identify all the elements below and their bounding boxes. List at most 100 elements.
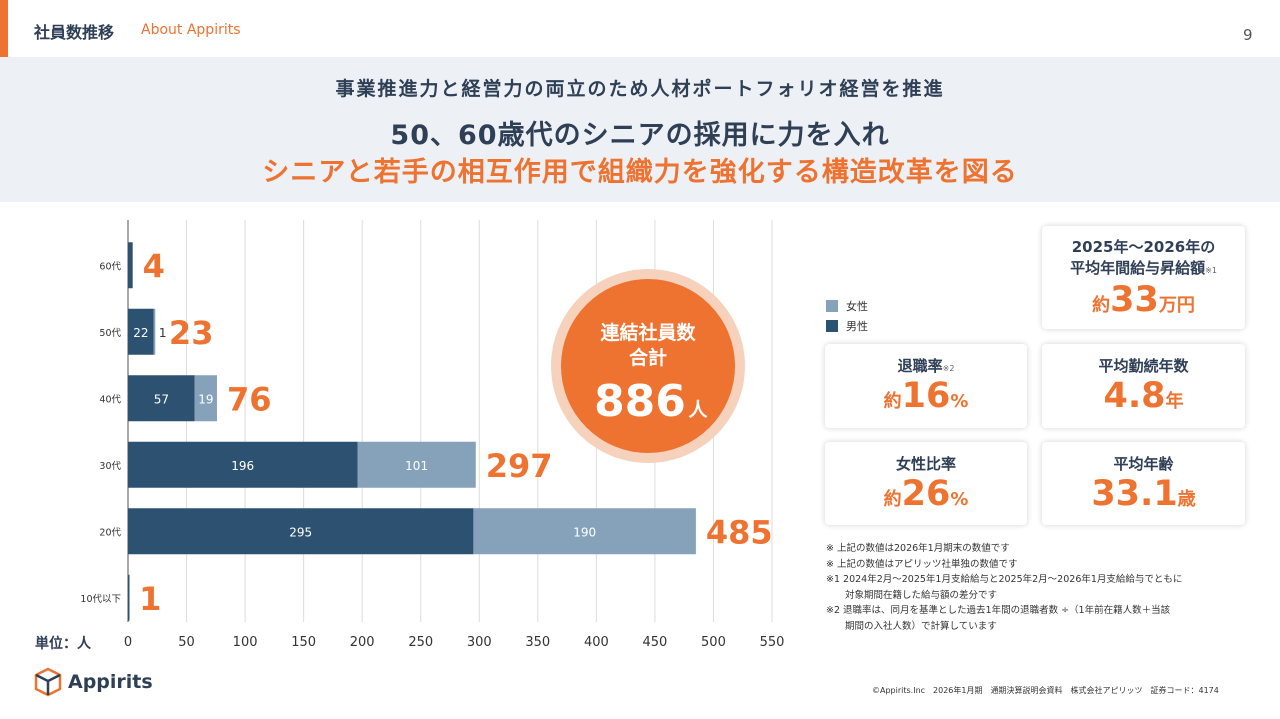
y-category-label: 20代 (99, 527, 121, 538)
legend-male: 男性 (826, 316, 868, 336)
x-tick-label: 50 (178, 635, 195, 650)
x-tick-label: 450 (642, 635, 667, 650)
x-tick-label: 200 (350, 635, 375, 650)
legend-female-label: 女性 (846, 300, 868, 313)
circle-total-value: 886 (594, 376, 686, 427)
card-raise-label-2-text: 平均年間給与昇給額 (1070, 259, 1206, 277)
card-turnover-label: 退職率 (897, 357, 943, 375)
bar-segment-male (128, 242, 133, 289)
footnotes: ※ 上記の数値は2026年1月期末の数値です ※ 上記の数値はアピリッツ社単独の… (826, 541, 1182, 634)
bar-segment-female (357, 441, 476, 488)
legend-male-label: 男性 (846, 320, 868, 333)
bar-segment-male (128, 308, 154, 355)
card-tenure-value: 4.8 (1103, 376, 1166, 416)
card-female-unit: % (950, 489, 969, 510)
legend-male-swatch (826, 320, 838, 332)
bar-data-label: 1 (159, 326, 167, 340)
x-tick-label: 0 (124, 635, 132, 650)
chart-legend: 女性 男性 (826, 296, 868, 336)
x-tick-label: 250 (408, 635, 433, 650)
card-age-value: 33.1 (1091, 474, 1178, 514)
x-axis-unit-label: 単位：人 (35, 636, 91, 652)
circle-label-1: 連結社員数 (600, 321, 696, 344)
bar-data-label: 19 (198, 392, 213, 406)
y-category-label: 30代 (99, 461, 121, 472)
bar-total-label: 485 (706, 513, 773, 551)
appirits-logo: Appirits (34, 667, 153, 697)
card-raise-label-2: 平均年間給与昇給額※1 (1042, 257, 1245, 278)
y-category-label: 60代 (99, 261, 121, 272)
circle-total-unit: 人 (688, 399, 708, 421)
bar-segment-male (128, 574, 130, 621)
bar-total-label: 297 (486, 447, 553, 485)
bar-data-label: 295 (289, 525, 312, 539)
card-raise-value-row: 約33万円 (1042, 280, 1245, 320)
card-turnover: 退職率※2 約16% (825, 344, 1027, 428)
card-raise-unit: 万円 (1158, 295, 1195, 316)
card-female-value: 26 (901, 474, 951, 514)
card-raise-label-1: 2025年〜2026年の (1071, 238, 1216, 256)
bar-data-label: 57 (154, 392, 169, 406)
card-female-label: 女性比率 (895, 455, 956, 473)
accent-bar (0, 0, 8, 57)
card-turnover-value-row: 約16% (825, 376, 1027, 416)
card-age-unit: 歳 (1177, 489, 1196, 510)
card-tenure-value-row: 4.8年 (1042, 376, 1245, 416)
banner-line-1: 事業推進力と経営力の両立のため人材ポートフォリオ経営を推進 (335, 78, 945, 100)
bar-total-label: 4 (143, 247, 165, 285)
header-title: 社員数推移 (34, 23, 115, 42)
x-tick-label: 100 (233, 635, 258, 650)
x-tick-label: 550 (760, 635, 785, 650)
banner-line-2: 50、60歳代のシニアの採用に力を入れ (390, 120, 890, 151)
card-female-ratio: 女性比率 約26% (825, 442, 1027, 525)
card-tenure: 平均勤続年数 4.8年 (1042, 344, 1245, 428)
bar-data-label: 22 (133, 326, 148, 340)
card-average-age: 平均年齢 33.1歳 (1042, 442, 1245, 525)
card-age-value-row: 33.1歳 (1042, 474, 1245, 514)
card-turnover-prefix: 約 (883, 391, 902, 412)
footnote: ※1 2024年2月〜2025年1月支給給与と2025年2月〜2026年1月支給… (826, 574, 1183, 585)
bar-segment-male (128, 508, 474, 555)
page-number: 9 (1243, 26, 1253, 44)
x-tick-label: 300 (467, 635, 492, 650)
bar-data-label: 101 (405, 459, 428, 473)
bar-data-label: 196 (231, 459, 254, 473)
bar-total-label: 76 (227, 380, 272, 418)
card-tenure-label: 平均勤続年数 (1098, 357, 1189, 375)
footnote: 対象期間在籍した給与額の差分です (826, 589, 998, 601)
card-female-value-row: 約26% (825, 474, 1027, 514)
footnote: ※ 上記の数値は2026年1月期末の数値です (826, 543, 1010, 554)
card-turnover-unit: % (950, 391, 969, 412)
bar-total-label: 1 (139, 580, 161, 618)
card-age-label: 平均年齢 (1113, 455, 1174, 473)
card-raise-value: 33 (1110, 280, 1159, 320)
bar-segment-female (473, 508, 696, 555)
card-turnover-note: ※2 (942, 364, 955, 373)
card-raise-prefix: 約 (1092, 295, 1111, 316)
legend-female: 女性 (826, 296, 868, 316)
headline-banner (0, 57, 1280, 202)
logo-text: Appirits (68, 671, 153, 693)
x-tick-label: 350 (525, 635, 550, 650)
card-female-prefix: 約 (883, 489, 902, 510)
header-subtitle: About Appirits (141, 22, 241, 38)
bar-total-label: 23 (169, 314, 214, 352)
bar-segment-male (128, 441, 358, 488)
legend-female-swatch (826, 300, 838, 312)
bar-data-label: 190 (573, 525, 596, 539)
bar-segment-female (153, 308, 156, 355)
card-raise-note: ※1 (1205, 266, 1217, 275)
footnote: 期間の入社人数）で計算しています (826, 620, 997, 632)
cube-logo-icon (34, 667, 62, 697)
total-circle: 連結社員数 合計 886 人 (551, 269, 745, 463)
card-salary-raise: 2025年〜2026年の 平均年間給与昇給額※1 約33万円 (1042, 226, 1245, 329)
x-tick-label: 150 (291, 635, 316, 650)
y-category-label: 40代 (99, 394, 121, 405)
card-turnover-label-row: 退職率※2 (825, 355, 1027, 376)
x-tick-label: 400 (584, 635, 609, 650)
footnote: ※2 退職率は、同月を基準とした過去1年間の退職者数 ÷（1年前在籍人数＋当該 (826, 605, 1171, 616)
footnote: ※ 上記の数値はアピリッツ社単独の数値です (826, 558, 1018, 570)
card-turnover-value: 16 (901, 376, 951, 416)
banner-line-3: シニアと若手の相互作用で組織力を強化する構造改革を図る (262, 157, 1018, 188)
card-tenure-unit: 年 (1165, 391, 1184, 412)
